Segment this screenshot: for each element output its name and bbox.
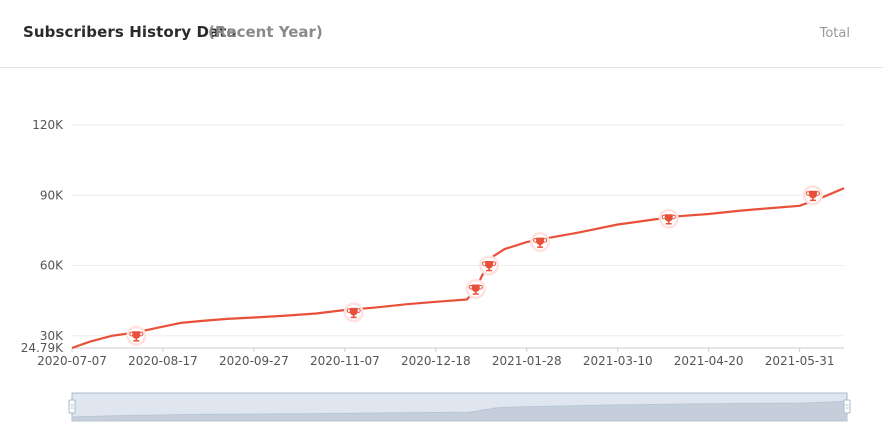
milestone-trophy-icon[interactable]: [465, 279, 486, 299]
y-tick-label: 90K: [40, 188, 64, 202]
x-tick-label: 2021-03-10: [583, 354, 653, 368]
x-tick-label: 2020-09-27: [219, 354, 289, 368]
data-zoom-preview-area: [71, 400, 848, 422]
x-tick-label: 2020-08-17: [128, 354, 198, 368]
x-tick-label: 2021-04-20: [674, 354, 744, 368]
total-toggle-link[interactable]: Total: [819, 26, 850, 41]
y-tick-label: 120K: [32, 118, 64, 132]
milestone-trophy-icon[interactable]: [343, 302, 364, 323]
data-zoom-left-handle[interactable]: [68, 399, 76, 414]
y-tick-label: 24.79K: [21, 341, 64, 355]
milestone-trophy-icon[interactable]: [530, 232, 551, 253]
x-tick-label: 2021-05-31: [765, 354, 835, 368]
y-tick-label: 30K: [40, 329, 64, 343]
chart-title: Subscribers History Data: [23, 23, 237, 41]
y-tick-label: 60K: [40, 259, 64, 273]
x-tick-label: 2020-12-18: [401, 354, 471, 368]
subscribers-series-line: [71, 187, 845, 350]
x-tick-label: 2020-07-07: [37, 354, 107, 368]
data-zoom-right-handle[interactable]: [843, 399, 851, 414]
milestone-trophy-icon[interactable]: [802, 185, 823, 206]
x-tick-label: 2021-01-28: [492, 354, 562, 368]
x-tick-label: 2020-11-07: [310, 354, 380, 368]
card-header: Subscribers History Data (Recent Year) T…: [0, 0, 883, 68]
milestone-trophy-icon[interactable]: [479, 255, 500, 276]
milestone-trophy-icon[interactable]: [126, 325, 147, 346]
milestone-trophy-icon[interactable]: [658, 208, 679, 229]
chart-subtitle: (Recent Year): [208, 23, 323, 41]
